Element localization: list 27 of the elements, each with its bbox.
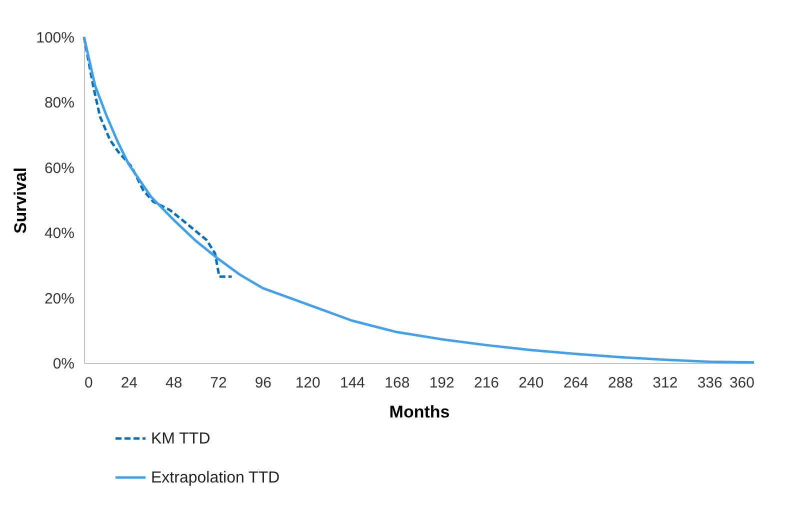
x-tick-label: 240 [518, 374, 544, 392]
y-tick-label: 40% [44, 225, 74, 242]
y-tick-label: 60% [44, 160, 74, 177]
x-tick-label: 216 [474, 374, 500, 392]
legend-label: KM TTD [151, 430, 210, 448]
x-tick-label: 168 [384, 374, 410, 392]
x-tick-label: 288 [608, 374, 634, 392]
x-tick-label: 336 [697, 374, 722, 392]
x-axis-title: Months [389, 402, 450, 422]
y-tick-label: 80% [44, 94, 74, 112]
x-tick-label: 120 [295, 374, 320, 392]
y-tick-label: 0% [52, 356, 74, 372]
y-axis-title: Survival [11, 167, 30, 234]
x-tick-label: 24 [120, 374, 138, 392]
x-tick-label: 264 [563, 374, 588, 392]
line-series [82, 36, 756, 364]
x-tick-label: 72 [210, 374, 227, 392]
y-tick-label: 100% [36, 30, 74, 46]
legend-label: Extrapolation TTD [151, 470, 280, 486]
x-tick-label: 96 [254, 374, 272, 392]
x-tick-label: 192 [429, 374, 454, 392]
x-tick-label: 312 [652, 374, 678, 392]
x-tick-label: 360 [729, 374, 754, 392]
y-tick-label: 20% [44, 290, 74, 308]
x-tick-label: 48 [165, 374, 182, 392]
x-tick-label: 0 [84, 374, 93, 392]
x-tick-label: 144 [340, 374, 366, 392]
